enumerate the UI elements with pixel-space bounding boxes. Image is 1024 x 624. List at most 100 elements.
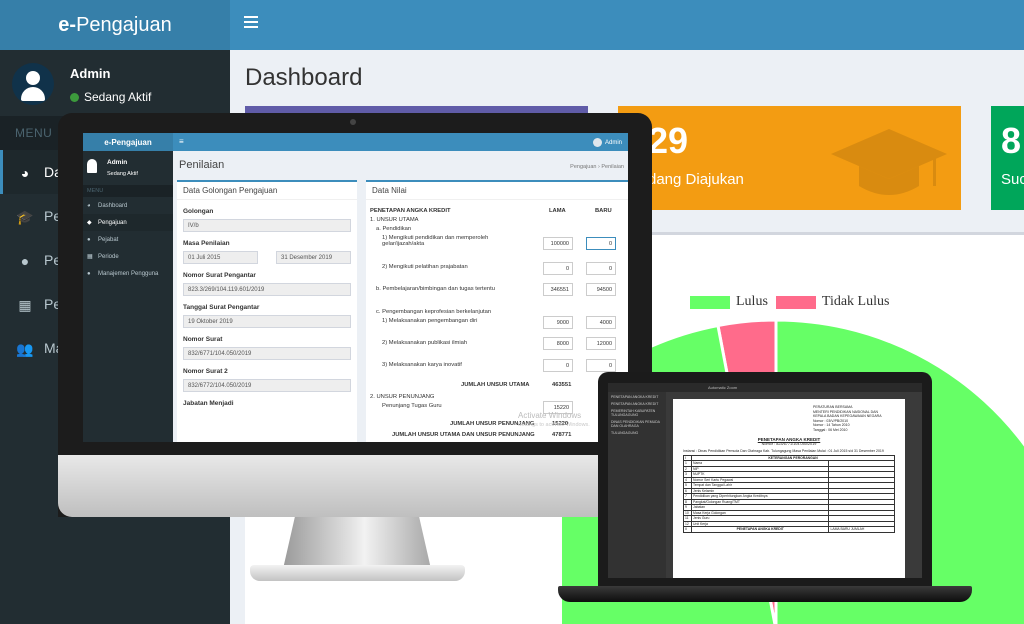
camera-dot	[350, 119, 356, 125]
mock-text: 2) Mengikuti pelatihan prajabatan	[382, 264, 468, 270]
mock-avatar-icon	[592, 138, 602, 147]
mock-text: b. Pembelajaran/bimbingan dan tugas tert…	[376, 286, 495, 292]
mock-logo: e-Pengajuan	[83, 133, 173, 151]
sidebar-toggle-icon[interactable]	[244, 16, 258, 28]
mock-field: 19 Oktober 2019	[183, 315, 351, 328]
mock-menu-item: ◕ Dashboard	[87, 202, 128, 209]
logo-prefix: e-	[58, 13, 77, 36]
stat-label: Suc	[1001, 171, 1024, 188]
dashboard-icon: ◕	[20, 165, 30, 181]
monitor-stand	[283, 517, 431, 569]
mock-label: Tanggal Surat Pengantar	[183, 304, 260, 311]
monitor-chin	[58, 455, 652, 517]
stat-value: 29	[648, 120, 689, 161]
top-navbar	[230, 0, 1024, 50]
sidebar-item-pengajuan[interactable]: 🎓 Pe	[16, 208, 62, 225]
mock-text: LAMA	[549, 208, 566, 214]
mock-label: Jabatan Menjadi	[183, 400, 234, 407]
user-icon: ●	[20, 253, 30, 269]
mock-text: 478771	[552, 432, 572, 438]
mock-text: 463551	[552, 382, 572, 388]
mock-menu-item: ● Pejabat	[87, 236, 119, 243]
mock-field: 823.3/269/104.119.601/2019	[183, 283, 351, 296]
mock-menu-item: ● Manajemen Pengguna	[87, 270, 159, 277]
mock-label: Golongan	[183, 208, 214, 215]
legend-swatch	[690, 295, 730, 309]
mock-text: 1) Mengikuti pendidikan dan memperoleh g…	[382, 235, 489, 247]
mock-text: PENETAPAN ANGKA KREDIT	[370, 208, 451, 214]
windows-watermark: Activate Windows	[518, 411, 582, 420]
mock-page-title: Penilaian	[179, 159, 225, 171]
mock-number-field: 8000	[543, 337, 573, 350]
sidebar-item-periode[interactable]: ▦ Pe	[0, 282, 230, 326]
mock-menu-item: ◆ Pengajuan	[83, 214, 173, 231]
mock-menu-header: MENU	[83, 185, 173, 197]
mock-number-field: 0	[586, 262, 616, 275]
mock-user-panel: Admin Sedang Aktif	[83, 151, 173, 185]
mock-text: 15220	[552, 421, 569, 427]
mock-user-icon: ●	[87, 236, 91, 243]
pdf-outline: PENETAPAN ANGKA KREDIT PENETAPAN ANGKA K…	[608, 392, 666, 578]
mock-text: 3) Melaksanakan karya inovatif	[382, 362, 462, 368]
graduation-cap-icon	[831, 129, 947, 195]
mock-user-status: Sedang Aktif	[107, 171, 138, 177]
mock-text: c. Pengembangan keprofesian berkelanjuta…	[376, 309, 492, 315]
mock-menu-item: ▦ Periode	[87, 253, 119, 261]
mock-calendar-icon: ▦	[87, 254, 93, 260]
mock-field: 832/6772/104.050/2019	[183, 379, 351, 392]
legend-swatch	[775, 295, 816, 309]
stat-label: dang Diajukan	[648, 171, 744, 188]
mock-field: 832/6771/104.050/2019	[183, 347, 351, 360]
user-panel: Admin Sedang Aktif	[0, 50, 230, 116]
app-logo[interactable]: e- Pengajuan	[0, 0, 230, 50]
mock-label: Masa Penilaian	[183, 240, 230, 247]
mock-number-field: 9000	[543, 316, 573, 329]
sidebar-item-pejabat[interactable]: ● Pe	[0, 238, 230, 282]
online-status-icon	[70, 92, 79, 102]
logo-main: Pengajuan	[76, 13, 172, 36]
legend-item-lulus[interactable]: Lulus	[690, 294, 768, 310]
mock-number-field: 0	[586, 237, 616, 250]
mock-box-title: Data Golongan Pengajuan	[177, 182, 357, 200]
user-name: Admin	[70, 66, 111, 81]
mock-number-field: 346551	[543, 283, 573, 296]
chart-legend: Lulus Tidak Lulus	[690, 294, 897, 310]
mock-field: 01 Juli 2015	[183, 251, 258, 264]
laptop-base	[558, 586, 972, 602]
mock-text: JUMLAH UNSUR UTAMA DAN UNSUR PENUNJANG	[392, 432, 535, 438]
mock-sidebar: Admin Sedang Aktif MENU ◕ Dashboard ◆ Peng…	[83, 151, 173, 442]
page-title: Dashboard	[245, 64, 363, 91]
mock-text: 2. UNSUR PENUNJANG	[370, 394, 435, 400]
mock-number-field: 100000	[543, 237, 573, 250]
calendar-icon: ▦	[18, 297, 32, 313]
mock-box-golongan: Data Golongan Pengajuan Golongan IV/b Ma…	[177, 180, 357, 442]
windows-watermark-sub: Settings to activate Windows.	[518, 422, 590, 428]
mock-text: a. Pendidikan	[376, 226, 412, 232]
stat-box-diajukan: 29 dang Diajukan	[618, 106, 961, 210]
mock-box-nilai: Data Nilai PENETAPAN ANGKA KREDIT LAMA B…	[366, 180, 628, 442]
doc-number: Nomor : 823/6771/104.050/2019	[761, 441, 817, 446]
legend-item-tidak-lulus[interactable]: Tidak Lulus	[775, 294, 889, 310]
mock-field: 31 Desember 2019	[276, 251, 351, 264]
mock-number-field: 15220	[543, 401, 573, 414]
mock-box-title: Data Nilai	[366, 182, 628, 200]
doc-table: I KETERANGAN PERORANGAN 1 Nama 2 NIP 3 NUPTK…	[683, 454, 895, 533]
mock-number-field: 12000	[586, 337, 616, 350]
mock-text: 2) Melaksanakan publikasi ilmiah	[382, 340, 468, 346]
mock-graduation-cap-icon: ◆	[87, 220, 92, 226]
monitor-stand-base	[250, 565, 465, 581]
pdf-page: PERATURAN BERSAMA MENTERI PENDIDIKAN NAS…	[673, 399, 905, 578]
avatar	[12, 63, 54, 105]
mock-text: Penunjang Tugas Guru	[382, 403, 442, 409]
mock-user-menu: Admin	[592, 138, 622, 147]
mock-label: Nomor Surat Pengantar	[183, 272, 256, 279]
user-status: Sedang Aktif	[70, 90, 151, 104]
mock-breadcrumb: Pengajuan › Penilaian	[570, 164, 624, 170]
pdf-toolbar: Automatic Zoom	[608, 383, 922, 392]
mock-number-field: 0	[543, 262, 573, 275]
mock-topbar: ≡ Admin	[173, 133, 628, 151]
mock-label: Nomor Surat	[183, 336, 223, 343]
mock-label: Nomor Surat 2	[183, 368, 228, 375]
mock-number-field: 0	[586, 359, 616, 372]
mock-text: JUMLAH UNSUR PENUNJANG	[450, 421, 535, 427]
